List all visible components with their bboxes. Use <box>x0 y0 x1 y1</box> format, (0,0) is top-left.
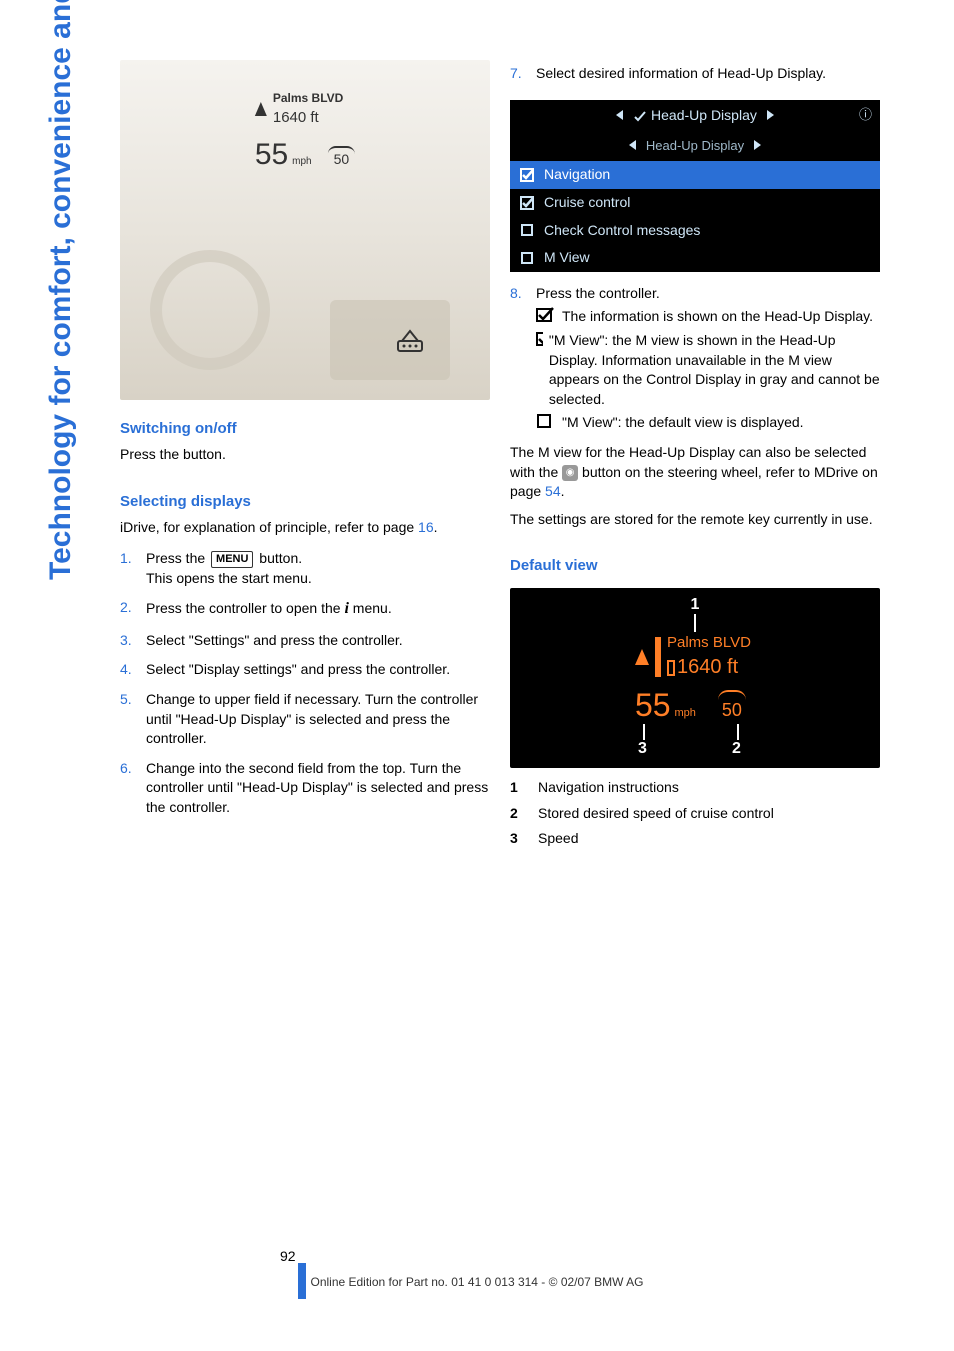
steps-list-8: Press the controller. The information is… <box>510 284 880 443</box>
hud2-dist-val: 1640 ft <box>677 656 738 678</box>
hud-speed: 55 <box>255 138 288 171</box>
nav-arrow-icon <box>255 102 267 116</box>
marker-3: 3 <box>638 738 647 760</box>
heading-default-view: Default view <box>510 555 880 576</box>
marker-3-line <box>643 724 645 740</box>
hud-unit: mph <box>292 156 311 167</box>
nav-bar-icon <box>655 637 661 677</box>
link-page-16[interactable]: 16 <box>418 519 434 535</box>
menu-mview-text: M View <box>544 248 590 268</box>
hud-speed-row: 55 mph 50 <box>635 683 742 728</box>
hud-target-speed: 50 <box>328 146 356 170</box>
right-column: Select desired information of Head-Up Di… <box>510 60 880 855</box>
arrow-right-icon <box>754 140 761 150</box>
legend-row-2: 2 Stored desired speed of cruise control <box>510 804 880 824</box>
heading-switching: Switching on/off <box>120 418 490 439</box>
text-settings-stored: The settings are stored for the remote k… <box>510 510 880 530</box>
legend-3-text: Speed <box>538 829 578 849</box>
step1-c: This opens the start menu. <box>146 569 490 589</box>
marker-2-line <box>737 724 739 740</box>
step-6: Change into the second field from the to… <box>120 759 490 818</box>
step2-b: menu. <box>349 600 392 616</box>
page-content: Palms BLVD 1640 ft 55 mph 50 <box>0 0 954 895</box>
marker-2: 2 <box>732 738 741 760</box>
heading-selecting: Selecting displays <box>120 491 490 512</box>
menu-item-navigation: Navigation <box>510 161 880 189</box>
legend-3-num: 3 <box>510 829 524 849</box>
step8a-text: The information is shown on the Head-Up … <box>562 307 873 327</box>
hud-button-icon <box>390 325 430 365</box>
arrow-left-icon <box>629 140 636 150</box>
hud-dist: 1640 ft <box>273 107 343 128</box>
step-3: Select "Settings" and press the controll… <box>120 631 490 651</box>
legend-1-num: 1 <box>510 778 524 798</box>
arrow-right-icon <box>767 110 774 120</box>
step-5: Change to upper field if necessary. Turn… <box>120 690 490 749</box>
p3c: . <box>561 483 565 499</box>
step-4: Select "Display settings" and press the … <box>120 660 490 680</box>
step1-a: Press the <box>146 550 209 566</box>
left-column: Palms BLVD 1640 ft 55 mph 50 <box>120 60 490 855</box>
steering-wheel-shape <box>150 250 270 370</box>
legend-row-3: 3 Speed <box>510 829 880 849</box>
figure-hud-cabin: Palms BLVD 1640 ft 55 mph 50 <box>120 60 490 400</box>
figure-menu-screenshot: ⓘ Head-Up Display Head-Up Display Naviga… <box>510 100 880 272</box>
arrow-left-icon <box>616 110 623 120</box>
hud2-target-val: 50 <box>722 700 742 720</box>
checkbox-empty-icon <box>536 413 556 429</box>
text-press-button: Press the button. <box>120 445 490 465</box>
menu-subtitle: Head-Up Display <box>510 131 880 161</box>
step8b-text: "M View": the M view is shown in the Hea… <box>549 331 880 409</box>
step-8: Press the controller. The information is… <box>510 284 880 433</box>
step2-a: Press the controller to open the <box>146 600 344 616</box>
link-page-54[interactable]: 54 <box>545 483 561 499</box>
hud2-speed: 55 <box>635 687 671 723</box>
menu-title: Head-Up Display <box>510 100 880 132</box>
info-icon: ⓘ <box>859 106 872 124</box>
steps-list: Press the MENU button. This opens the st… <box>120 549 490 827</box>
hud-nav-block: Palms BLVD 1640 ft <box>635 632 751 681</box>
menu-item-cruise: Cruise control <box>510 189 880 217</box>
nav-arrow-icon <box>635 649 649 665</box>
menu-ccm-text: Check Control messages <box>544 221 700 241</box>
menu-cruise-text: Cruise control <box>544 193 630 213</box>
marker-1-line <box>694 614 696 632</box>
menu-title-text: Head-Up Display <box>651 107 757 123</box>
checkbox-checked-icon <box>536 307 556 323</box>
hud2-target: 50 <box>722 698 742 723</box>
hud2-dist: 1640 ft <box>667 653 751 681</box>
hud2-street: Palms BLVD <box>667 632 751 653</box>
page-number: 92 <box>280 1247 296 1267</box>
hud-street: Palms BLVD <box>273 90 343 107</box>
legend-1-text: Navigation instructions <box>538 778 679 798</box>
steps-list-right: Select desired information of Head-Up Di… <box>510 64 880 94</box>
footer-line: Online Edition for Part no. 01 41 0 013 … <box>0 1274 954 1291</box>
text-mview-steering: The M view for the Head-Up Display can a… <box>510 443 880 502</box>
menu-sub-text: Head-Up Display <box>646 138 744 153</box>
step-1: Press the MENU button. This opens the st… <box>120 549 490 588</box>
text-idrive-a: iDrive, for explanation of principle, re… <box>120 519 418 535</box>
menu-item-mview: M View <box>510 244 880 272</box>
text-idrive-b: . <box>434 519 438 535</box>
step-2: Press the controller to open the i menu. <box>120 598 490 620</box>
text-idrive-ref: iDrive, for explanation of principle, re… <box>120 518 490 538</box>
step8c-text: "M View": the default view is displayed. <box>562 413 804 433</box>
legend-2-num: 2 <box>510 804 524 824</box>
side-title: Technology for comfort, convenience and … <box>40 0 82 580</box>
menu-nav-text: Navigation <box>544 165 610 185</box>
step8-text: Press the controller. <box>536 285 660 301</box>
menu-button-icon: MENU <box>211 551 253 568</box>
checkbox-checked-icon <box>536 331 543 347</box>
steering-button-icon: ◉ <box>562 465 578 481</box>
legend-2-text: Stored desired speed of cruise control <box>538 804 774 824</box>
step1-b: button. <box>255 550 302 566</box>
hud-readout: Palms BLVD 1640 ft 55 mph 50 <box>255 90 355 176</box>
legend: 1 Navigation instructions 2 Stored desir… <box>510 778 880 855</box>
figure-default-view: 1 Palms BLVD 1640 ft 55 mph <box>510 588 880 768</box>
hud2-unit: mph <box>674 707 695 719</box>
menu-item-ccm: Check Control messages <box>510 217 880 245</box>
legend-row-1: 1 Navigation instructions <box>510 778 880 798</box>
step-7: Select desired information of Head-Up Di… <box>510 64 880 84</box>
